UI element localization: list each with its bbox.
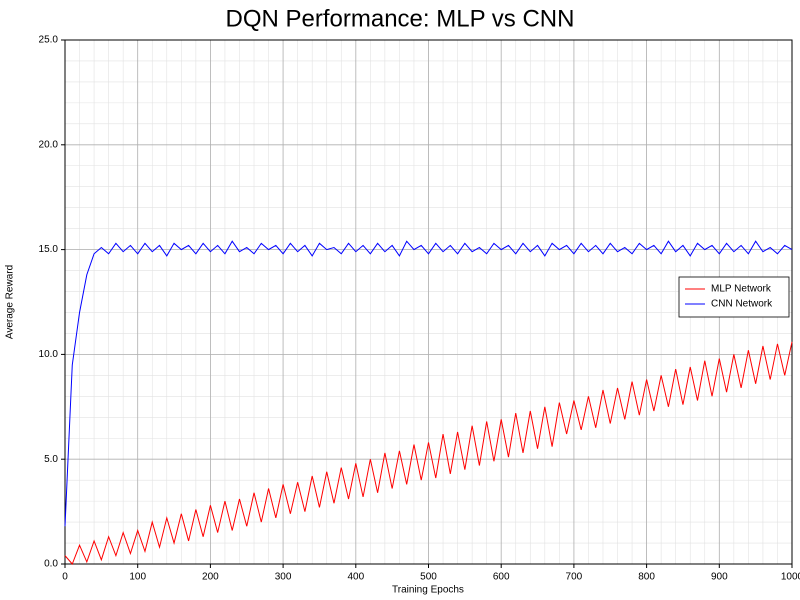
x-tick-label: 900	[711, 572, 728, 583]
y-tick-label: 5.0	[44, 454, 58, 465]
x-tick-label: 800	[638, 572, 655, 583]
series-line	[64, 341, 793, 565]
legend-label: MLP Network	[711, 284, 772, 295]
legend-box	[678, 276, 790, 318]
x-tick-label: 0	[62, 572, 68, 583]
x-tick-label: 400	[347, 572, 364, 583]
x-tick-label: 600	[493, 572, 510, 583]
y-tick-label: 25.0	[39, 35, 59, 46]
y-tick-label: 0.0	[44, 559, 58, 570]
plot-frame	[64, 39, 793, 565]
y-tick-label: 20.0	[39, 139, 59, 150]
x-tick-label: 700	[566, 572, 583, 583]
chart-title: DQN Performance: MLP vs CNN	[226, 5, 575, 32]
x-tick-label: 200	[202, 572, 219, 583]
legend-label: CNN Network	[711, 299, 773, 310]
y-axis-label: Average Reward	[5, 265, 16, 339]
series-line	[64, 240, 793, 527]
legend: MLP Network CNN Network	[678, 276, 790, 318]
x-tick-label: 300	[275, 572, 292, 583]
x-tick-label: 500	[420, 572, 437, 583]
x-tick-label: 100	[129, 572, 146, 583]
x-axis-label: Training Epochs	[392, 585, 464, 596]
y-tick-label: 10.0	[39, 349, 59, 360]
y-tick-label: 15.0	[39, 244, 59, 255]
